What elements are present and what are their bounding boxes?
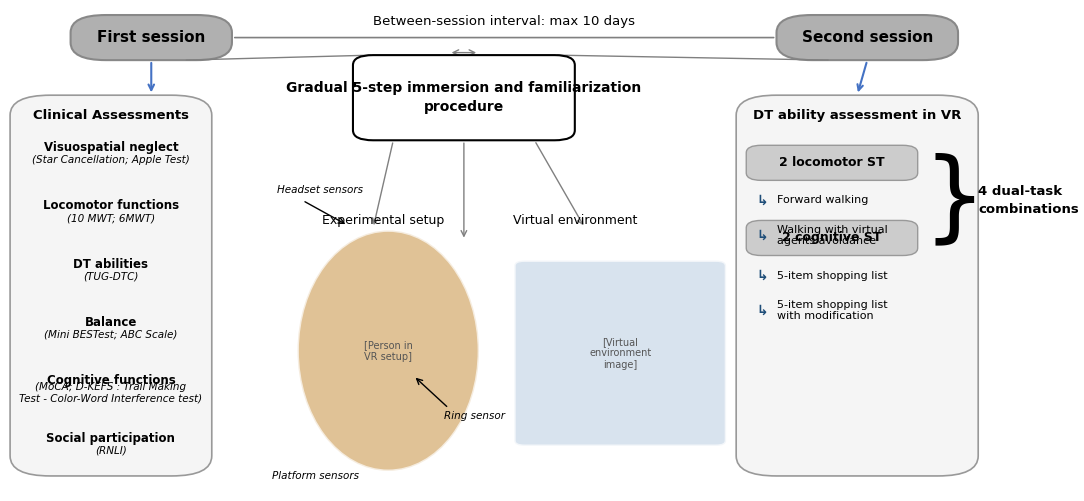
FancyBboxPatch shape bbox=[776, 15, 958, 60]
FancyBboxPatch shape bbox=[746, 220, 918, 256]
Text: 5-item shopping list: 5-item shopping list bbox=[776, 271, 887, 281]
Text: Balance: Balance bbox=[85, 316, 137, 329]
Text: (MoCA; D-KEFS : Trail Making
Test - Color-Word Interference test): (MoCA; D-KEFS : Trail Making Test - Colo… bbox=[20, 382, 203, 404]
Text: ↳: ↳ bbox=[757, 269, 767, 283]
FancyBboxPatch shape bbox=[353, 55, 575, 140]
Text: Locomotor functions: Locomotor functions bbox=[43, 199, 179, 212]
Text: First session: First session bbox=[98, 30, 206, 45]
Text: }: } bbox=[922, 152, 986, 249]
FancyBboxPatch shape bbox=[736, 95, 978, 476]
Text: 5-item shopping list
with modification: 5-item shopping list with modification bbox=[776, 300, 887, 322]
Text: 2 locomotor ST: 2 locomotor ST bbox=[779, 156, 885, 169]
Text: Platform sensors: Platform sensors bbox=[272, 471, 359, 481]
Text: Gradual 5-step immersion and familiarization
procedure: Gradual 5-step immersion and familiariza… bbox=[286, 81, 642, 114]
Text: Cognitive functions: Cognitive functions bbox=[47, 374, 176, 387]
Text: ↳: ↳ bbox=[757, 228, 767, 242]
FancyBboxPatch shape bbox=[10, 95, 211, 476]
Text: [Virtual
environment
image]: [Virtual environment image] bbox=[589, 337, 651, 370]
Text: Walking with virtual
agents avoidance: Walking with virtual agents avoidance bbox=[776, 224, 888, 246]
Text: Social participation: Social participation bbox=[47, 432, 176, 445]
Text: Clinical Assessments: Clinical Assessments bbox=[33, 109, 189, 122]
Text: Second session: Second session bbox=[801, 30, 933, 45]
Text: 4 dual-task
combinations: 4 dual-task combinations bbox=[978, 185, 1079, 216]
Text: [Person in
VR setup]: [Person in VR setup] bbox=[364, 340, 413, 362]
Text: (TUG-DTC): (TUG-DTC) bbox=[83, 272, 139, 282]
FancyBboxPatch shape bbox=[514, 261, 726, 446]
Text: DT ability assessment in VR: DT ability assessment in VR bbox=[753, 109, 962, 122]
Text: Forward walking: Forward walking bbox=[776, 195, 868, 205]
Text: DT abilities: DT abilities bbox=[74, 258, 149, 271]
Text: ↳: ↳ bbox=[757, 304, 767, 318]
Text: Headset sensors: Headset sensors bbox=[278, 185, 363, 195]
Text: (10 MWT; 6MWT): (10 MWT; 6MWT) bbox=[67, 213, 155, 223]
Text: (Mini BESTest; ABC Scale): (Mini BESTest; ABC Scale) bbox=[44, 330, 178, 340]
Ellipse shape bbox=[297, 230, 479, 471]
Text: Experimental setup: Experimental setup bbox=[322, 214, 444, 227]
Text: Virtual environment: Virtual environment bbox=[513, 214, 637, 227]
Text: (Star Cancellation; Apple Test): (Star Cancellation; Apple Test) bbox=[33, 155, 190, 165]
Text: ↳: ↳ bbox=[757, 193, 767, 207]
Text: Between-session interval: max 10 days: Between-session interval: max 10 days bbox=[373, 15, 635, 28]
FancyBboxPatch shape bbox=[746, 145, 918, 180]
Text: Ring sensor: Ring sensor bbox=[443, 411, 505, 421]
Text: Visuospatial neglect: Visuospatial neglect bbox=[43, 141, 178, 154]
Text: (RNLI): (RNLI) bbox=[95, 446, 127, 456]
FancyBboxPatch shape bbox=[70, 15, 232, 60]
Text: 2 cognitive ST: 2 cognitive ST bbox=[783, 231, 881, 244]
